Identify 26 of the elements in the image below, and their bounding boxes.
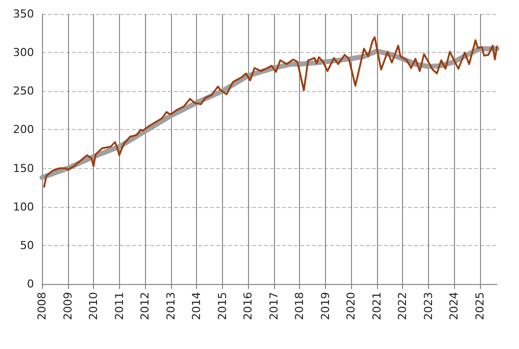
x-tick-label: 2021 (370, 292, 384, 320)
x-tick-label: 2015 (216, 292, 229, 320)
x-tick-label: 2011 (112, 292, 126, 320)
y-tick-label: 50 (20, 238, 34, 252)
x-tick-label: 2025 (473, 292, 486, 320)
y-tick-label: 350 (13, 8, 34, 20)
y-tick-label: 100 (13, 200, 34, 214)
x-tick-label: 2016 (242, 292, 255, 320)
y-tick-label: 300 (13, 46, 34, 60)
x-tick-label: 2009 (61, 292, 74, 320)
x-tick-label: 2023 (422, 292, 435, 320)
x-tick-label: 2010 (87, 292, 100, 320)
x-tick-label: 2014 (190, 292, 204, 320)
x-tick-label: 2013 (164, 292, 178, 320)
x-tick-label: 2008 (36, 292, 48, 320)
y-tick-label: 200 (13, 123, 34, 136)
y-tick-label: 0 (27, 278, 34, 290)
x-tick-label: 2020 (344, 292, 358, 320)
x-tick-label: 2019 (318, 292, 332, 320)
x-tick-label: 2024 (448, 292, 461, 320)
x-tick-label: 2018 (293, 292, 306, 320)
y-tick-label: 250 (13, 84, 34, 98)
x-tick-label: 2012 (138, 292, 152, 320)
x-tick-label: 2017 (267, 292, 280, 320)
y-tick-label: 150 (13, 162, 34, 175)
x-tick-label: 2022 (396, 292, 410, 320)
